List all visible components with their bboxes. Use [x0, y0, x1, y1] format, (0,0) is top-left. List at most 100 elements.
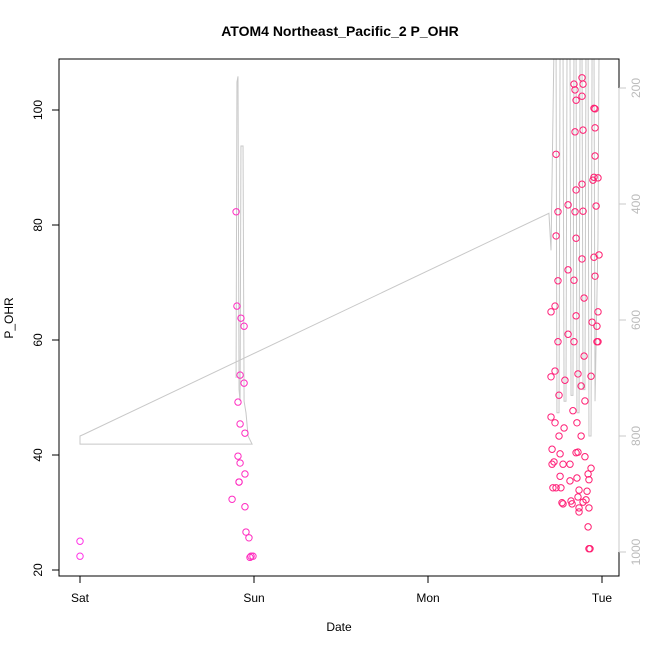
y-tick-label: 80 — [31, 218, 45, 232]
data-point — [590, 173, 598, 181]
data-point — [559, 460, 567, 468]
data-point — [577, 382, 585, 390]
points-layer — [76, 74, 603, 562]
data-point — [547, 373, 555, 381]
data-point — [578, 255, 586, 263]
data-point — [572, 186, 580, 194]
data-point — [569, 407, 577, 415]
data-point — [551, 367, 559, 375]
data-point — [591, 105, 599, 113]
data-point — [568, 500, 576, 508]
y-tick-label: 40 — [31, 448, 45, 462]
data-point — [228, 495, 236, 503]
chart-title: ATOM4 Northeast_Pacific_2 P_OHR — [221, 23, 459, 39]
data-point — [571, 208, 579, 216]
data-point — [241, 470, 249, 478]
data-point — [550, 458, 558, 466]
data-point — [572, 96, 580, 104]
data-point — [573, 474, 581, 482]
data-point — [579, 80, 587, 88]
y-axis-label: P_OHR — [2, 297, 16, 339]
data-point — [570, 80, 578, 88]
data-point — [240, 379, 248, 387]
plot-frame — [58, 58, 620, 577]
data-point — [240, 322, 248, 330]
data-point — [588, 318, 596, 326]
data-point — [235, 478, 243, 486]
data-point — [549, 484, 557, 492]
data-point — [551, 302, 559, 310]
y2-tick-label: 200 — [629, 78, 643, 98]
data-point — [592, 202, 600, 210]
data-point — [586, 545, 594, 553]
data-point — [241, 503, 249, 511]
data-point — [571, 128, 579, 136]
data-point — [242, 528, 250, 536]
data-point — [572, 449, 580, 457]
data-point — [579, 126, 587, 134]
data-point — [587, 372, 595, 380]
data-point — [573, 419, 581, 427]
data-point — [245, 534, 253, 542]
x-tick-label: Sat — [71, 591, 90, 605]
data-point — [234, 452, 242, 460]
data-point — [575, 486, 583, 494]
data-point — [578, 180, 586, 188]
data-point — [591, 272, 599, 280]
data-point — [547, 413, 555, 421]
data-point — [581, 397, 589, 405]
data-point — [558, 499, 566, 507]
data-point — [579, 207, 587, 215]
y2-tick-label: 600 — [629, 310, 643, 330]
data-point — [578, 92, 586, 100]
data-point — [570, 338, 578, 346]
y-tick-label: 20 — [31, 563, 45, 577]
axes: Sat Sun Mon Tue 20 40 60 80 100 200 400 600 800 1000 — [31, 78, 643, 605]
data-point — [236, 420, 244, 428]
data-point — [76, 552, 84, 560]
data-point — [552, 150, 560, 158]
data-point — [552, 484, 560, 492]
data-point — [554, 338, 562, 346]
data-point — [557, 484, 565, 492]
data-point — [574, 493, 582, 501]
data-point — [556, 472, 564, 480]
data-point — [572, 234, 580, 242]
data-point — [548, 445, 556, 453]
x-axis-label: Date — [326, 620, 352, 634]
data-point — [560, 424, 568, 432]
data-point — [593, 322, 601, 330]
data-point — [580, 294, 588, 302]
y2-tick-label: 800 — [629, 426, 643, 446]
data-point — [237, 314, 245, 322]
data-point — [564, 201, 572, 209]
data-point — [247, 552, 255, 560]
data-point — [591, 124, 599, 132]
data-point — [554, 277, 562, 285]
data-point — [554, 208, 562, 216]
data-point — [594, 308, 602, 316]
x-tick-label: Tue — [592, 591, 613, 605]
data-point — [566, 460, 574, 468]
data-point — [574, 370, 582, 378]
data-point — [547, 308, 555, 316]
data-point — [555, 432, 563, 440]
data-point — [555, 391, 563, 399]
depth-series-line — [79, 59, 600, 445]
data-point — [564, 266, 572, 274]
data-point — [571, 86, 579, 94]
data-point — [594, 174, 602, 182]
data-point — [584, 470, 592, 478]
data-point — [575, 508, 583, 516]
data-point — [234, 398, 242, 406]
data-point — [559, 500, 567, 508]
y2-tick-label: 400 — [629, 194, 643, 214]
x-tick-label: Mon — [416, 591, 439, 605]
data-point — [572, 312, 580, 320]
data-point — [581, 453, 589, 461]
data-point — [552, 232, 560, 240]
data-point — [236, 459, 244, 467]
data-point — [587, 464, 595, 472]
data-point — [595, 251, 603, 259]
